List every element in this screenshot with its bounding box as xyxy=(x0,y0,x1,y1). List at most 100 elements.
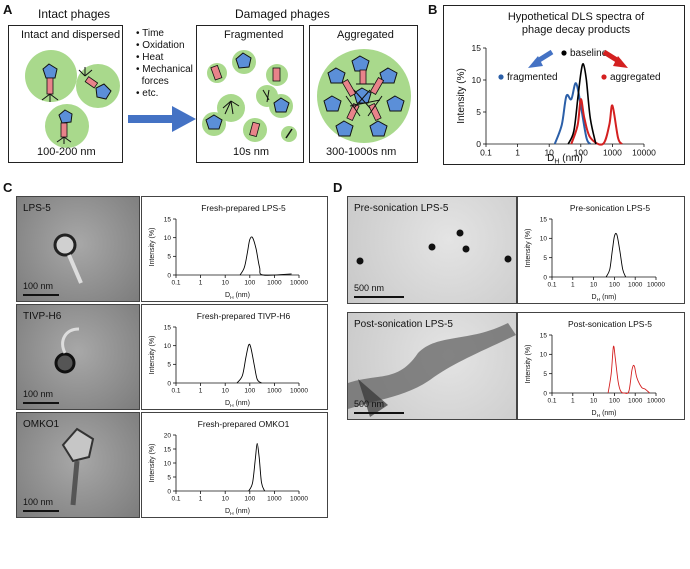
micrograph-texture xyxy=(61,427,95,506)
tem-micrograph: TIVP-H6 100 nm xyxy=(16,304,140,410)
fragmented-legend-label: fragmented xyxy=(507,72,558,83)
aggregated-series-line xyxy=(570,98,623,146)
chart-title: phage decay products xyxy=(522,24,631,36)
x-tick-label: 1 xyxy=(571,398,575,405)
box-title: Intact and dispersed xyxy=(21,29,121,41)
dls-spectrum-chart: Fresh-prepared OMKO1 0.1 1 10 100 1000 10000 0 5… xyxy=(149,419,308,517)
aggregate-mass xyxy=(348,323,516,409)
tem-micrograph: Pre-sonication LPS-5 500 nm xyxy=(347,196,517,304)
chart-title: Fresh-prepared TIVP-H6 xyxy=(197,311,291,321)
factor-item: • Oxidation xyxy=(136,40,185,51)
scale-bar-label: 100 nm xyxy=(23,497,54,507)
x-tick-label: 1000 xyxy=(267,388,282,395)
aggregated-legend-label: aggregated xyxy=(610,72,661,83)
x-tick-label: 100 xyxy=(609,282,620,289)
y-tick-label: 0 xyxy=(543,274,547,281)
x-tick-label: 0.1 xyxy=(171,496,180,503)
x-tick-label: 1 xyxy=(199,496,203,503)
phage-particle xyxy=(456,229,464,237)
y-tick-label: 20 xyxy=(164,432,172,439)
dls-spectrum-panel: Post-sonication LPS-5 0.1 1 10 100 1000 10000 0… xyxy=(517,312,685,420)
x-tick-label: 1000 xyxy=(628,398,643,405)
scale-bar-label: 100 nm xyxy=(23,281,54,291)
factor-item: • etc. xyxy=(136,88,159,99)
y-tick-label: 10 xyxy=(164,343,172,350)
x-tick-label: 1000 xyxy=(628,282,643,289)
y-tick-label: 10 xyxy=(164,460,172,467)
x-tick-label: 1 xyxy=(571,282,575,289)
spectrum-line xyxy=(248,442,266,492)
y-axis-label: Intensity (%) xyxy=(456,68,467,124)
y-tick-label: 0 xyxy=(543,390,547,397)
chart-title: Fresh-prepared LPS-5 xyxy=(201,203,286,213)
phage-head xyxy=(54,352,76,374)
spectrum-line xyxy=(236,343,262,384)
dls-spectrum-chart: Post-sonication LPS-5 0.1 1 10 100 1000 10000 0… xyxy=(525,319,665,419)
micrograph-texture xyxy=(53,233,83,284)
x-tick-label: 10 xyxy=(222,496,230,503)
dls-spectrum-chart: Pre-sonication LPS-5 0.1 1 10 100 1000 10000 0 5… xyxy=(525,203,665,303)
phage-tail xyxy=(70,460,80,506)
micrograph-label: LPS-5 xyxy=(23,203,51,214)
y-tick-label: 15 xyxy=(164,324,172,331)
intact-phages-illustration xyxy=(25,50,120,148)
x-tick-label: 10 xyxy=(590,398,598,405)
intact-phages-header: Intact phages xyxy=(38,7,111,21)
dls-spectrum-panel: Fresh-prepared TIVP-H6 0.1 1 10 100 1000 10000… xyxy=(141,304,328,410)
y-axis-label: Intensity (%) xyxy=(525,229,532,268)
micrograph-texture xyxy=(54,327,80,374)
y-tick-label: 10 xyxy=(164,235,172,242)
x-axis-label: DH (nm) xyxy=(547,153,583,164)
x-tick-label: 0.1 xyxy=(547,282,556,289)
scale-bar xyxy=(23,402,59,404)
aggregated-phages-illustration xyxy=(317,49,411,143)
baseline-series-line xyxy=(567,63,597,145)
y-tick-label: 0 xyxy=(167,488,171,495)
dls-spectrum-panel: Pre-sonication LPS-5 0.1 1 10 100 1000 10000 0 5… xyxy=(517,196,685,304)
dls-spectrum-panel: Fresh-prepared OMKO1 0.1 1 10 100 1000 10000 0 5… xyxy=(141,412,328,518)
x-tick-label: 10000 xyxy=(290,280,308,287)
x-tick-label: 10000 xyxy=(647,398,665,405)
x-tick-label: 10000 xyxy=(290,496,308,503)
panel-letter-d: D xyxy=(333,180,343,195)
aggregated-box: Aggregated 300-1000s nm xyxy=(309,25,418,163)
fragmented-phages-illustration xyxy=(202,50,297,142)
box-title: Aggregated xyxy=(337,29,394,41)
fragmented-box: Fragmented 10s nm xyxy=(196,25,304,163)
aggregated-legend-marker xyxy=(601,74,607,80)
y-tick-label: 5 xyxy=(543,255,547,262)
scale-bar-label: 100 nm xyxy=(23,389,54,399)
y-tick-label: 5 xyxy=(167,474,171,481)
y-tick-label: 5 xyxy=(476,107,481,117)
x-tick-label: 1000 xyxy=(267,496,282,503)
micrograph-label: TIVP-H6 xyxy=(23,311,62,322)
baseline-legend-label: baseline xyxy=(570,48,608,59)
y-tick-label: 5 xyxy=(543,371,547,378)
dls-spectrum-panel: Fresh-prepared LPS-5 0.1 1 10 100 1000 10000 0 5… xyxy=(141,196,328,302)
phage-head xyxy=(61,427,95,463)
x-tick-label: 100 xyxy=(244,280,255,287)
x-tick-label: 1 xyxy=(199,388,203,395)
factor-item: • Heat xyxy=(136,52,164,63)
x-tick-label: 1000 xyxy=(603,148,622,158)
micrograph-label: Pre-sonication LPS-5 xyxy=(354,203,449,214)
y-tick-label: 5 xyxy=(167,362,171,369)
fragmented-legend-marker xyxy=(498,74,504,80)
y-tick-label: 5 xyxy=(167,254,171,261)
micrograph-label: OMKO1 xyxy=(23,419,60,430)
box-caption: 300-1000s nm xyxy=(326,146,397,158)
micrograph-texture xyxy=(348,323,516,417)
x-tick-label: 1 xyxy=(515,148,520,158)
x-axis-label: DH (nm) xyxy=(225,508,250,517)
panel-letter-b: B xyxy=(428,2,438,17)
x-tick-label: 10 xyxy=(590,282,598,289)
x-tick-label: 100 xyxy=(244,496,255,503)
scale-bar xyxy=(23,294,59,296)
micrograph-label: Post-sonication LPS-5 xyxy=(354,319,453,330)
phage-head xyxy=(53,233,77,257)
x-tick-label: 1 xyxy=(199,280,203,287)
intact-dispersed-box: Intact and dispersed 100-200 nm xyxy=(8,25,123,163)
x-tick-label: 10 xyxy=(222,280,230,287)
tem-micrograph: Post-sonication LPS-5 500 nm xyxy=(347,312,517,420)
dls-spectrum-chart: Fresh-prepared TIVP-H60.1 1 10 100 1000 10000… xyxy=(149,311,308,409)
